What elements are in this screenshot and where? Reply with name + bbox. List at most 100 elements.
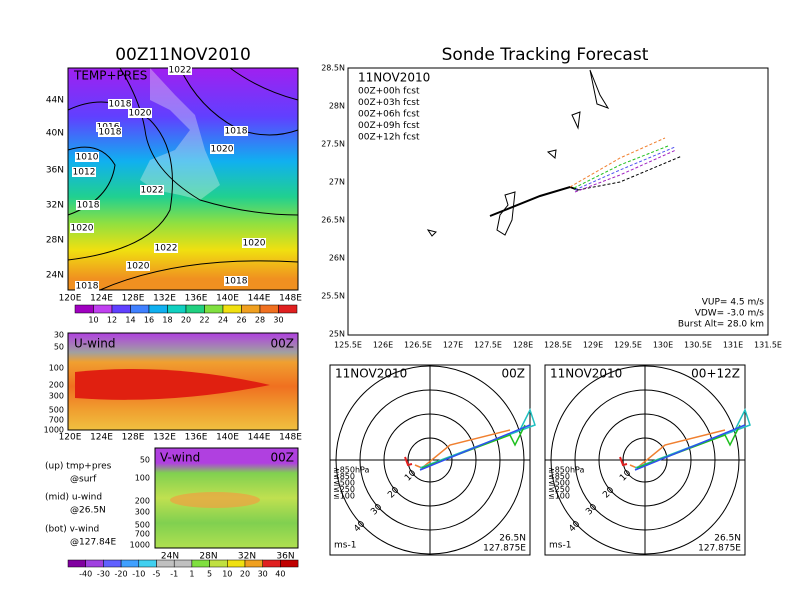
isobar-label-bg (154, 243, 178, 253)
label: -10 (132, 570, 145, 579)
label: 00Z+06h fcst (358, 110, 420, 120)
label: (up) tmp+pres (45, 462, 112, 472)
label: 40N (46, 129, 64, 139)
label: 1020 (243, 239, 266, 249)
track-09 (573, 145, 669, 189)
label: 00Z+09h fcst (358, 121, 420, 131)
isobar-label-bg (76, 200, 100, 210)
isobar-label-bg (108, 99, 132, 109)
label: 20 (240, 570, 250, 579)
label: 1022 (141, 186, 164, 196)
label: 130.5E (684, 341, 712, 350)
label: 144E (248, 294, 271, 304)
label: 30 (584, 502, 599, 517)
label: 120E (59, 294, 82, 304)
colorbar-cell (262, 559, 281, 568)
hodo-line (634, 424, 746, 471)
hodo-line (619, 456, 628, 467)
label: 132E (153, 433, 176, 443)
label: 26.5N (714, 534, 741, 544)
label: 1012 (73, 168, 96, 178)
label: 120E (59, 433, 82, 443)
label: 24N (161, 552, 179, 562)
label: ≥850hPa (548, 466, 585, 475)
label: 124E (90, 433, 113, 443)
isobar (99, 260, 299, 291)
label: 1020 (127, 262, 150, 272)
label: 00Z+03h fcst (358, 98, 420, 108)
label: 26.5N (499, 534, 526, 544)
label: 30 (273, 316, 283, 325)
label: ≥850hPa (333, 466, 370, 475)
label: 28.5N (321, 64, 345, 73)
label: 1020 (71, 224, 94, 234)
colorbar-cell (67, 559, 86, 568)
label: 1000 (44, 426, 64, 435)
label: 24 (218, 316, 228, 325)
colorbar-cell (156, 559, 175, 568)
label: 10 (403, 468, 418, 483)
coast (496, 191, 516, 236)
colorbar-cell (280, 559, 299, 568)
label: 300 (135, 508, 150, 517)
label: 1018 (225, 277, 248, 287)
label: 11NOV2010 (358, 71, 430, 85)
colorbar-cell (209, 559, 228, 568)
label: 12 (107, 316, 117, 325)
colorbar-cell (241, 304, 261, 314)
label: 20 (601, 485, 616, 500)
label: 24N (46, 271, 64, 281)
label: 40 (352, 519, 367, 534)
label: 1018 (99, 128, 122, 138)
colorbar-cell (148, 304, 168, 314)
label: 144E (248, 433, 271, 443)
label: 28N (199, 552, 217, 562)
colorbar-cell (130, 304, 150, 314)
track-12 (569, 137, 666, 188)
label: 100 (135, 474, 150, 483)
label: ms-1 (334, 541, 356, 551)
label: -20 (115, 570, 128, 579)
label: -40 (79, 570, 92, 579)
label: 50 (54, 343, 64, 352)
label: 128.5E (544, 341, 572, 350)
coast (426, 69, 610, 237)
label: 00Z (271, 451, 295, 465)
hodo-line (419, 424, 531, 471)
label: @surf (70, 475, 97, 485)
label: 44N (46, 96, 64, 106)
label: 136E (185, 433, 208, 443)
label: 127.875E (698, 544, 741, 554)
colorbar-cell (185, 304, 205, 314)
label: 5 (207, 570, 212, 579)
label: 126.5E (404, 341, 432, 350)
isobar-label-bg (224, 126, 248, 136)
label: 11NOV2010 (550, 367, 622, 381)
label: 00Z11NOV2010 (115, 45, 251, 65)
colorbar-cell (138, 559, 157, 568)
label: 30 (54, 331, 64, 340)
label: 00Z (271, 337, 295, 351)
label: TEMP+PRES (73, 69, 147, 83)
track-06 (574, 146, 676, 191)
colorbar-cell (103, 559, 122, 568)
hodo-line (414, 429, 511, 469)
label: 22 (199, 316, 209, 325)
colorbar-cell (167, 304, 187, 314)
label: ≤100 (548, 492, 570, 501)
label: 131E (723, 341, 743, 350)
isobar-label-bg (75, 152, 99, 162)
label: 130E (653, 341, 673, 350)
label: 36N (276, 552, 294, 562)
colorbar-cell (191, 559, 210, 568)
label: 25.5N (321, 292, 345, 301)
u-wind-frame (67, 332, 299, 431)
label: 32N (238, 552, 256, 562)
label: 1010 (76, 153, 99, 163)
isobar-label-bg (126, 261, 150, 271)
label: 300 (49, 392, 64, 401)
label: 26.5N (321, 216, 345, 225)
label: 1018 (77, 201, 100, 211)
label: 126E (373, 341, 393, 350)
